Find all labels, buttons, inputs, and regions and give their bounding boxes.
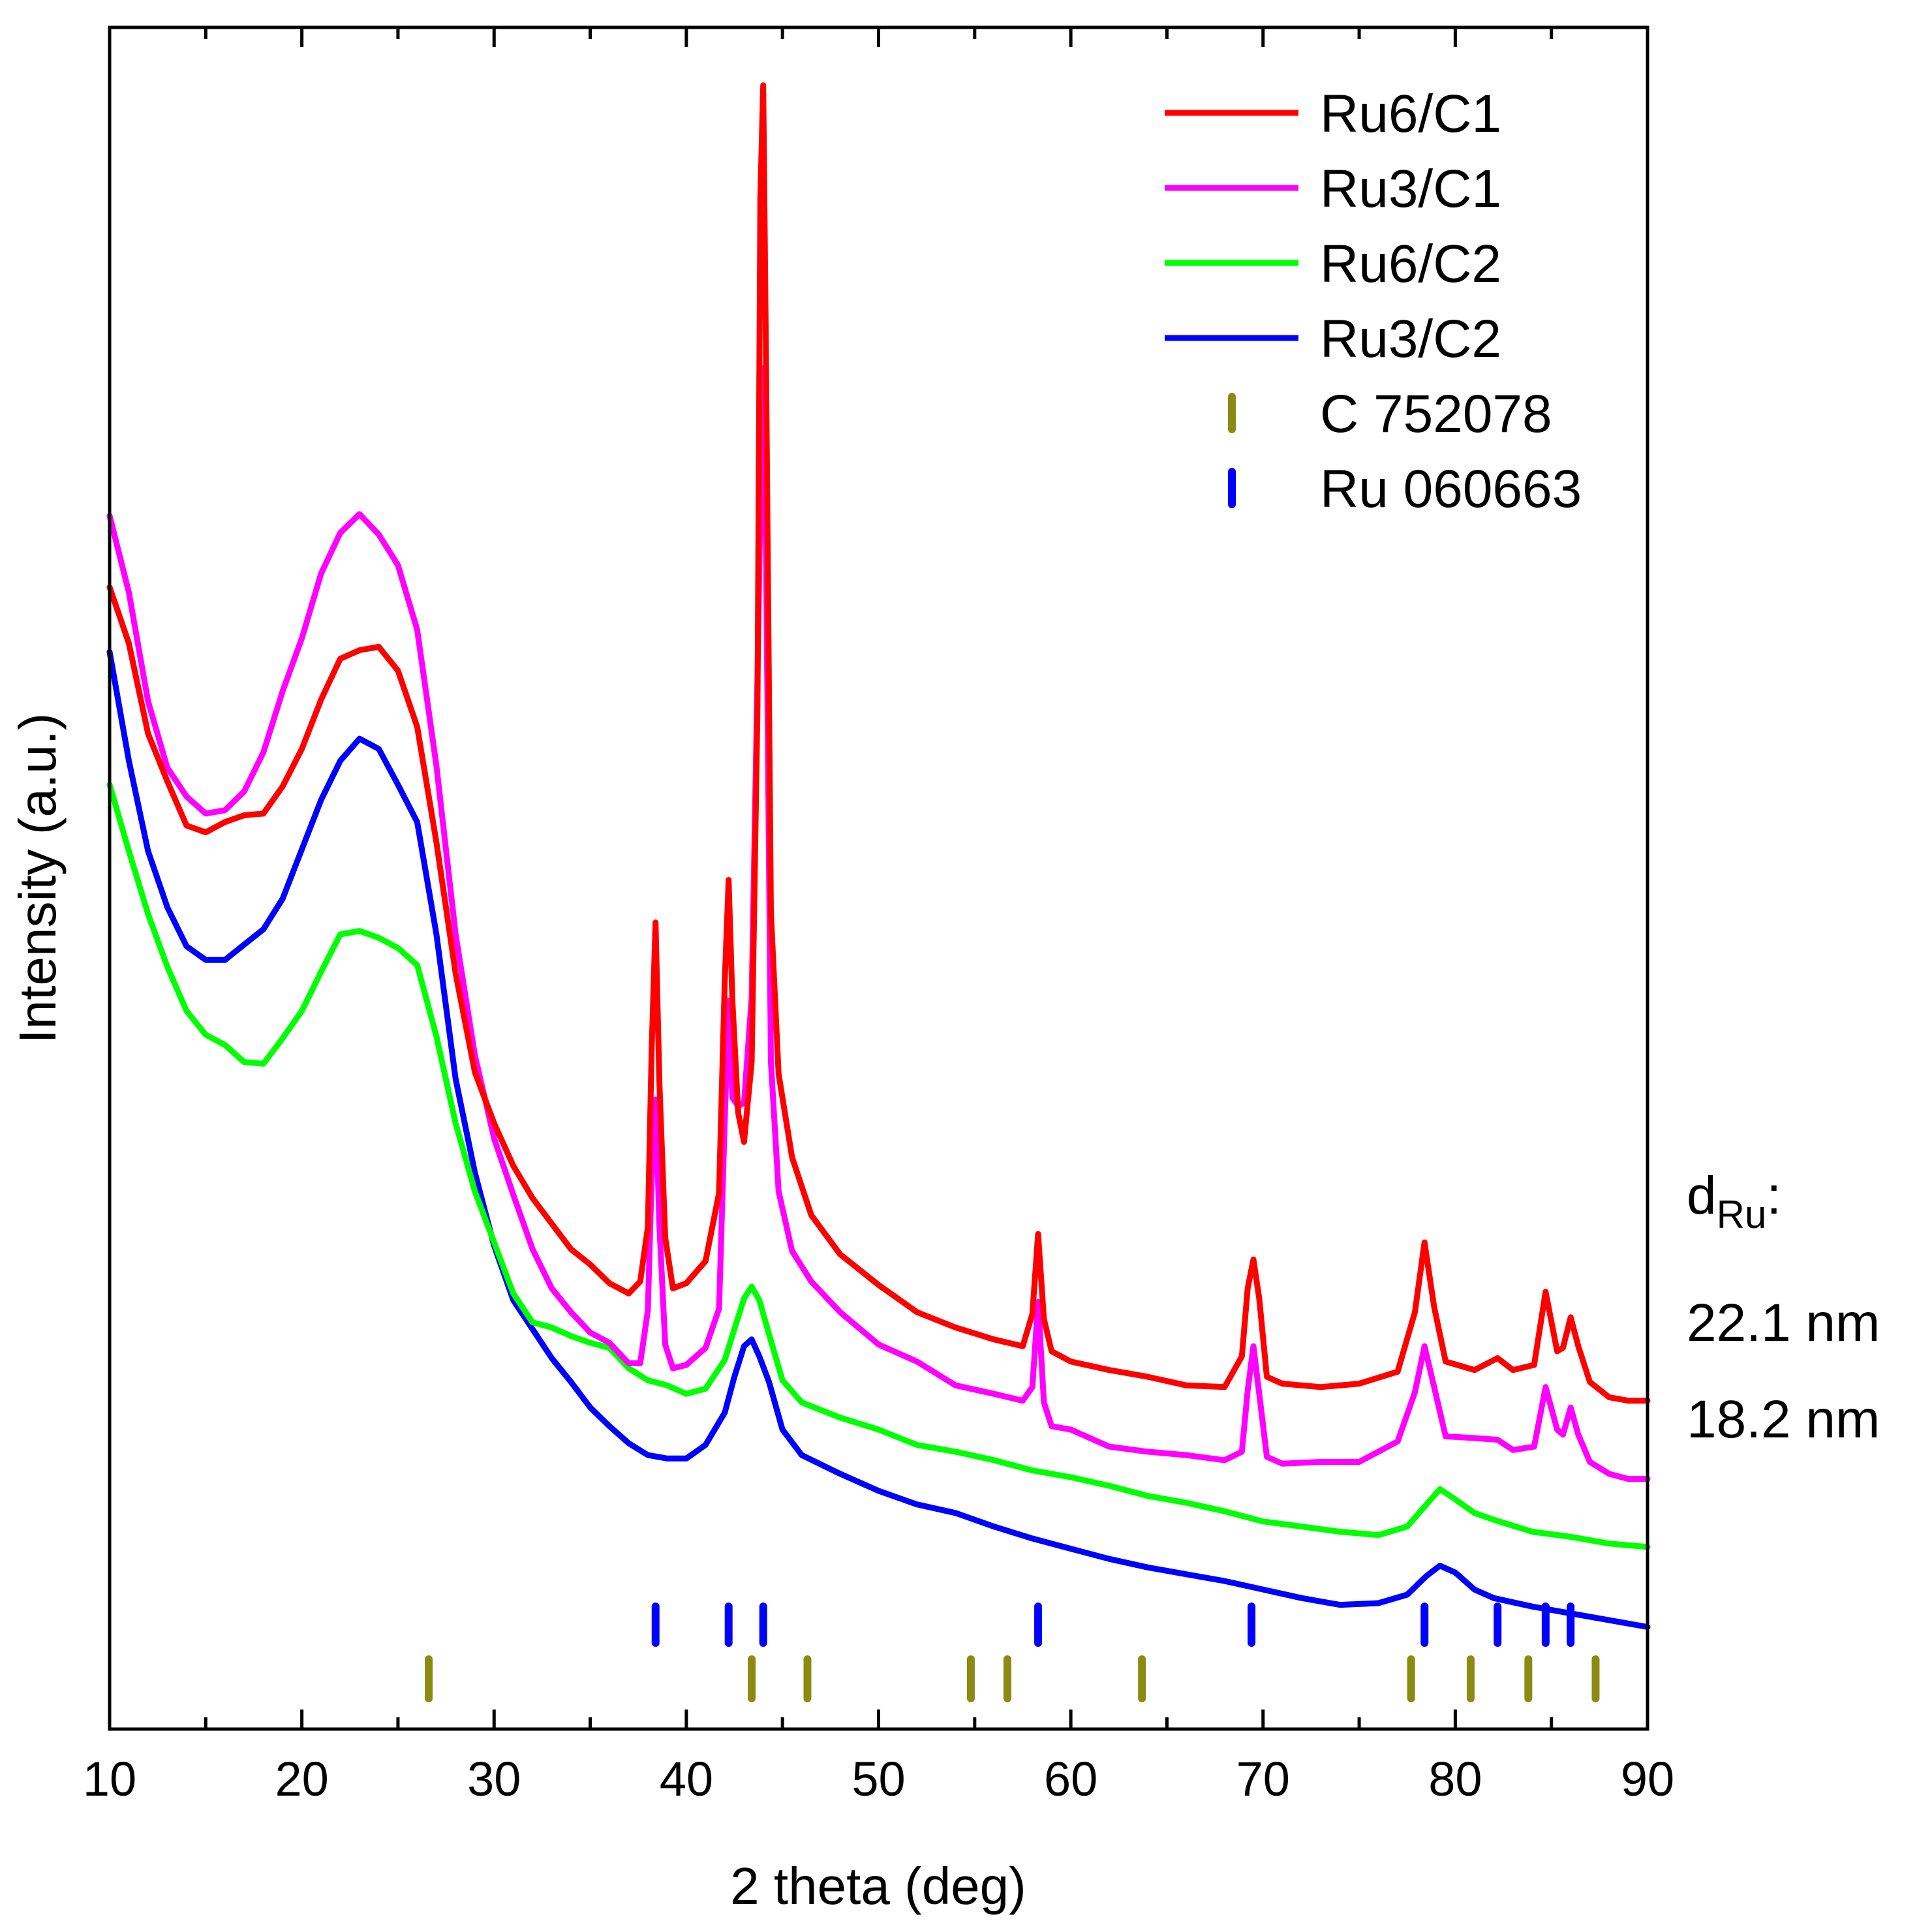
legend-label-ru6-c2: Ru6/C2 <box>1320 234 1501 294</box>
d-ru-value-ru3-c1: 18.2 nm <box>1687 1390 1880 1449</box>
legend: Ru6/C1 Ru3/C1 Ru6/C2 Ru3/C2 C 752078 Ru 06066… <box>1165 84 1582 519</box>
y-axis-title: Intensity (a.u.) <box>8 713 67 1044</box>
d-ru-value-ru6-c1: 22.1 nm <box>1687 1293 1880 1353</box>
x-tick-label: 70 <box>1236 1752 1290 1806</box>
reference-marker-layer <box>425 1602 1600 1702</box>
x-tick-label: 60 <box>1044 1752 1097 1806</box>
series-line-ru6-c1 <box>106 82 1651 1404</box>
tick-layer <box>108 27 1649 1729</box>
legend-label-ru6-c1: Ru6/C1 <box>1320 84 1501 144</box>
d-ru-annotation: dRu: 22.1 nm 18.2 nm <box>1687 1166 1880 1449</box>
x-tick-label: 80 <box>1428 1752 1482 1806</box>
x-tick-label: 30 <box>467 1752 521 1806</box>
series-layer <box>106 82 1651 1630</box>
tick-label-layer: 10 20 30 40 50 60 70 80 90 <box>83 1752 1674 1806</box>
legend-label-ru3-c2: Ru3/C2 <box>1320 309 1501 369</box>
d-ru-label-subscript: Ru <box>1717 1193 1767 1236</box>
d-ru-label: dRu: <box>1687 1166 1781 1236</box>
series-line-ru3-c2 <box>106 649 1651 1630</box>
x-axis-title: 2 theta (deg) <box>730 1857 1026 1915</box>
x-tick-label: 40 <box>660 1752 713 1806</box>
x-tick-label: 90 <box>1621 1752 1674 1806</box>
x-tick-label: 50 <box>851 1752 905 1806</box>
d-ru-label-colon: : <box>1766 1166 1781 1225</box>
legend-label-ru-060663: Ru 060663 <box>1320 459 1582 519</box>
d-ru-label-main: d <box>1687 1166 1717 1225</box>
x-tick-label: 20 <box>275 1752 328 1806</box>
legend-label-c-752078: C 752078 <box>1320 384 1552 444</box>
series-line-ru6-c2 <box>106 782 1651 1550</box>
x-tick-label: 10 <box>83 1752 136 1806</box>
legend-label-ru3-c1: Ru3/C1 <box>1320 159 1501 219</box>
